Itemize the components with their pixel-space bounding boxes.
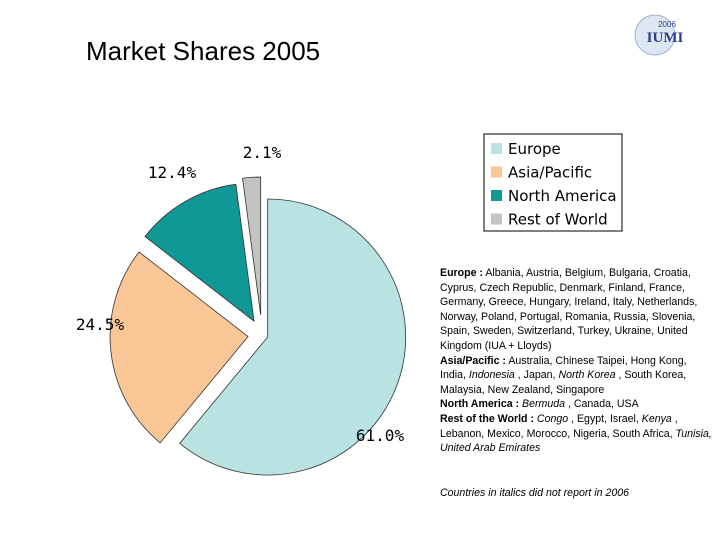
pie-slice [109,251,249,444]
legend-box [483,133,623,232]
note-text: , Japan, [517,369,556,382]
note: North America : Bermuda , Canada, USA [440,397,712,412]
note-text: Kenya [641,412,672,425]
notes: Europe : Albania, Austria, Belgium, Bulg… [440,266,712,456]
pie-slice [179,198,406,476]
note-text: Albania, Austria, Belgium, Bulgaria, Cro… [440,267,698,352]
note-text: , Lebanon, Mexico, Morocco, Nigeria, Sou… [440,412,678,440]
note-label: Europe : [440,267,483,279]
note: Asia/Pacific : Australia, Chinese Taipei… [440,354,712,398]
legend-label: North America [508,187,617,205]
legend-swatch [491,213,502,225]
footnote: Countries in italics did not report in 2… [440,487,630,499]
note-text: Tunisia, United Arab Emirates [440,427,712,455]
data-label: 2.1% [243,143,282,162]
note-label: Asia/Pacific : [440,354,506,367]
chart-title: Market Shares 2005 [86,36,320,66]
note-text: , Egypt, Israel, [571,412,639,425]
data-label: 61.0% [356,426,405,445]
legend-label: Asia/Pacific [508,164,592,182]
note-label: North America : [440,398,520,411]
note-text: Congo [536,412,569,425]
note-text: Indonesia [468,369,515,382]
note-text: , Canada, USA [567,398,639,411]
pie-slice [144,183,255,323]
legend-swatch [491,143,502,154]
data-label: 24.5% [76,315,125,334]
legend-swatch [491,166,502,178]
data-label: 12.4% [148,163,197,182]
note-label: Rest of the World : [440,412,534,425]
logo-year: 2006 [658,20,676,29]
note-text: North Korea [558,369,616,382]
note-text: Australia, Chinese Taipei, Hong Kong, In… [440,354,687,382]
logo-globe [634,14,676,56]
note: Rest of the World : Congo , Egypt, Israe… [440,412,712,456]
legend-label: Europe [508,140,561,158]
logo-text: IUMI [647,30,684,46]
pie-slice [242,176,262,316]
legend-swatch [491,190,502,201]
note-text: , South Korea, Malaysia, New Zealand, Si… [440,369,687,396]
note-text: Bermuda [522,398,566,411]
note: Europe : Albania, Austria, Belgium, Bulg… [440,266,712,354]
legend-label: Rest of World [508,211,608,229]
